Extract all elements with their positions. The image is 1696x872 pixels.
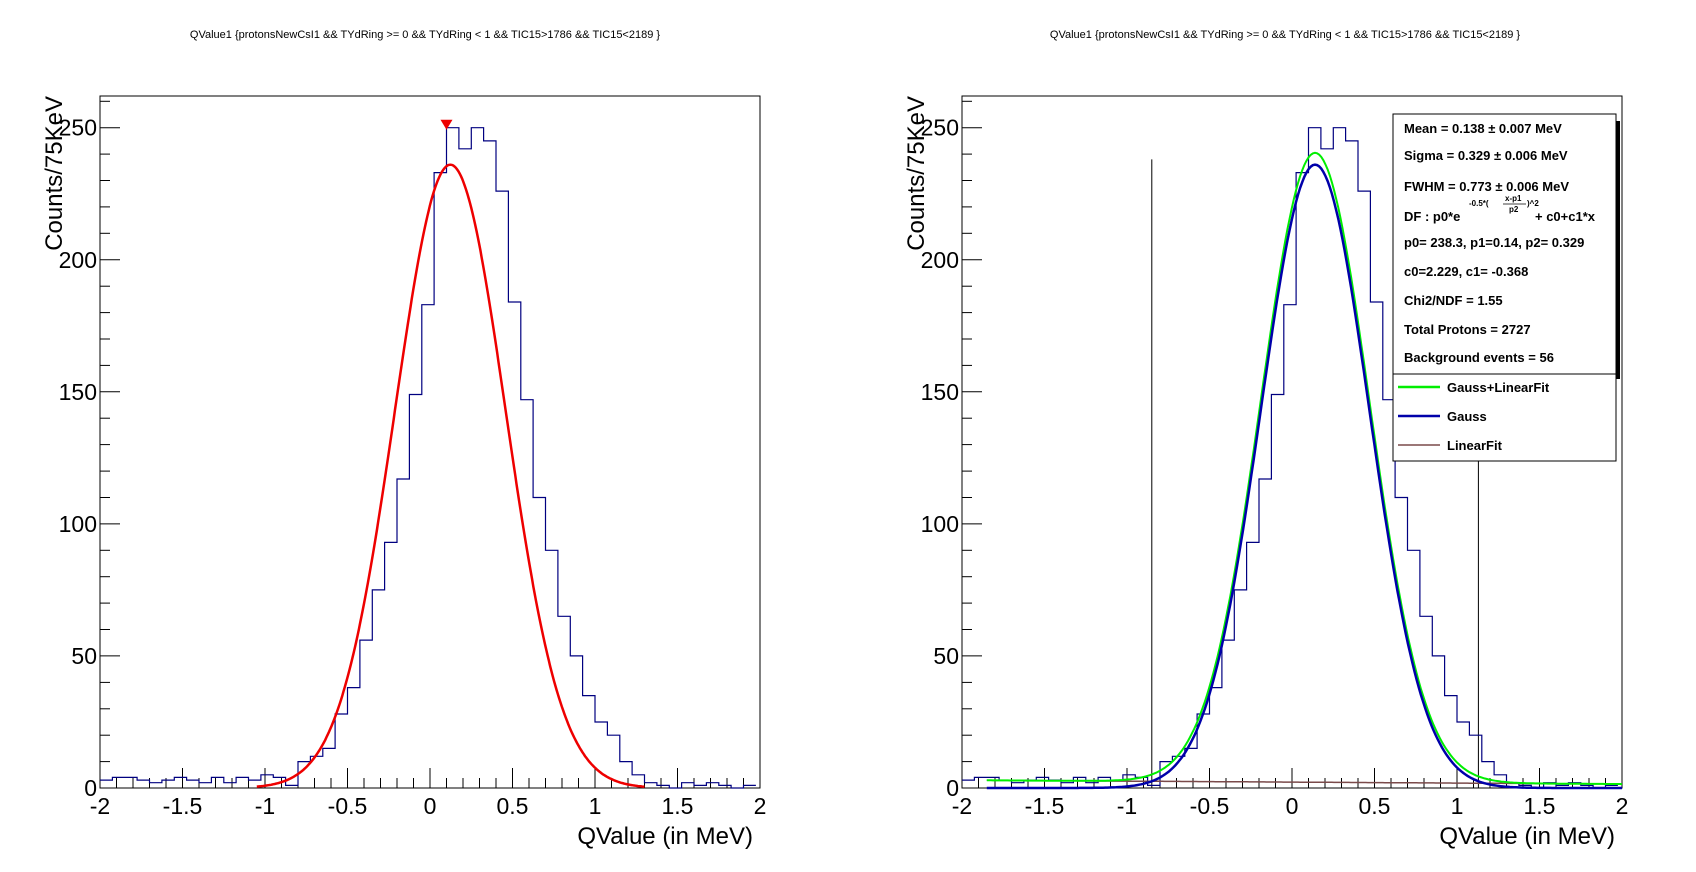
plot-frame-left (99, 95, 761, 789)
histogram-left (100, 127, 756, 789)
y-tick-label: 0 (84, 775, 97, 801)
x-tick-label: -1.5 (1025, 793, 1065, 819)
x-tick-label: 0.5 (1359, 793, 1391, 819)
legend-label-gauss: Gauss (1447, 409, 1487, 424)
y-tick-label: 0 (946, 775, 959, 801)
gaussian-fit-curve-left (256, 163, 645, 788)
panel-left: QValue1 {protonsNewCsI1 && TYdRing >= 0 … (41, 29, 766, 850)
y-tick-label: 250 (59, 115, 97, 141)
formula-exponent: -0.5*( (1469, 199, 1489, 208)
x-tick-label: -0.5 (328, 793, 368, 819)
plot-title-right: QValue1 {protonsNewCsI1 && TYdRing >= 0 … (1050, 29, 1520, 41)
x-axis-label-right: QValue (in MeV) (1439, 823, 1615, 850)
legend-frame (1392, 373, 1617, 462)
y-tick-label: 200 (921, 247, 959, 273)
x-tick-label: -1 (255, 793, 275, 819)
x-axis-ticks-left: -2 -1.5 -1 -0.5 0 0.5 1 1.5 2 (90, 768, 767, 819)
formula-numerator: x-p1 (1505, 194, 1522, 203)
panel-right: QValue1 {protonsNewCsI1 && TYdRing >= 0 … (903, 29, 1628, 850)
stats-fwhm: FWHM = 0.773 ± 0.006 MeV (1404, 179, 1569, 194)
x-tick-label: 1 (1451, 793, 1464, 819)
stats-box: Mean = 0.138 ± 0.007 MeV Sigma = 0.329 ±… (1392, 113, 1620, 379)
legend: Gauss+LinearFit Gauss LinearFit (1392, 373, 1617, 462)
stats-total-protons: Total Protons = 2727 (1404, 322, 1531, 337)
x-axis-ticks-right: -2 -1.5 -1 -0.5 0 0.5 1 1.5 2 (952, 768, 1629, 819)
stats-background-events: Background events = 56 (1404, 350, 1554, 365)
x-tick-label: 0 (424, 793, 437, 819)
stats-box-shadow (1616, 121, 1620, 379)
y-tick-label: 200 (59, 247, 97, 273)
x-tick-label: 0 (1286, 793, 1299, 819)
y-tick-label: 50 (933, 643, 959, 669)
peak-marker-triangle (440, 119, 453, 130)
plot-title-left: QValue1 {protonsNewCsI1 && TYdRing >= 0 … (190, 29, 660, 41)
y-axis-ticks-right: 0 50 100 150 200 250 (921, 100, 982, 801)
stats-box-frame (1392, 113, 1617, 377)
x-axis-label-left: QValue (in MeV) (577, 823, 753, 850)
y-tick-label: 100 (921, 511, 959, 537)
y-tick-label: 50 (71, 643, 97, 669)
x-tick-label: -1.5 (163, 793, 203, 819)
y-tick-label: 150 (921, 379, 959, 405)
x-tick-label: -2 (90, 793, 110, 819)
x-tick-label: -1 (1117, 793, 1137, 819)
legend-label-linearfit: LinearFit (1447, 438, 1503, 453)
legend-label-gauss-linear: Gauss+LinearFit (1447, 380, 1550, 395)
x-tick-label: -0.5 (1190, 793, 1230, 819)
formula-denominator: p2 (1509, 205, 1519, 214)
x-tick-label: 2 (754, 793, 767, 819)
stats-sigma: Sigma = 0.329 ± 0.006 MeV (1404, 148, 1568, 163)
x-tick-label: 1 (589, 793, 602, 819)
integration-limit-lines (1151, 159, 1479, 788)
formula-suffix: + c0+c1*x (1535, 209, 1596, 224)
stats-mean: Mean = 0.138 ± 0.007 MeV (1404, 121, 1562, 136)
x-tick-label: -2 (952, 793, 972, 819)
stats-fit-formula: DF : p0*e -0.5*( x-p1 p2 )^2 + c0+c1*x (1404, 194, 1596, 224)
y-axis-label-left: Counts/75KeV (41, 96, 68, 251)
formula-prefix: DF : p0*e (1404, 209, 1460, 224)
x-tick-label: 1.5 (662, 793, 694, 819)
x-tick-label: 2 (1616, 793, 1629, 819)
stats-params-c: c0=2.229, c1= -0.368 (1404, 264, 1528, 279)
y-tick-label: 250 (921, 115, 959, 141)
formula-power: )^2 (1527, 199, 1539, 208)
gauss-plus-linear-curve (986, 151, 1623, 786)
y-tick-label: 150 (59, 379, 97, 405)
y-axis-label-right: Counts/75KeV (903, 96, 930, 251)
gauss-curve (986, 163, 1622, 790)
x-tick-label: 1.5 (1524, 793, 1556, 819)
stats-chi2: Chi2/NDF = 1.55 (1404, 293, 1503, 308)
histogram-right (962, 127, 1618, 789)
y-tick-label: 100 (59, 511, 97, 537)
x-tick-label: 0.5 (497, 793, 529, 819)
y-axis-ticks-left: 0 50 100 150 200 250 (59, 100, 120, 801)
stats-params-p: p0= 238.3, p1=0.14, p2= 0.329 (1404, 235, 1584, 250)
